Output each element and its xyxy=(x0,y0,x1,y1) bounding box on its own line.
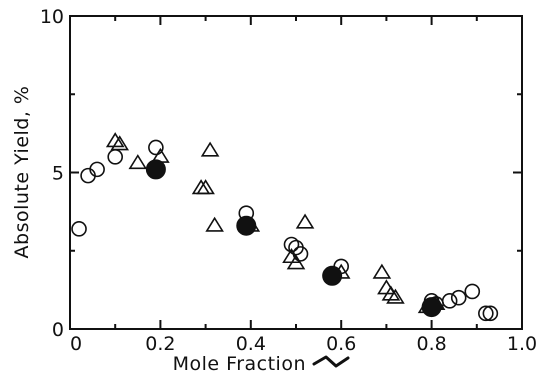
open-triangle-point xyxy=(196,179,215,195)
open-circle-point xyxy=(482,305,499,322)
open-circle-point xyxy=(450,289,467,306)
x-axis-title: Mole Fraction xyxy=(173,353,306,375)
open-circle-point xyxy=(89,161,105,178)
open-circle-point xyxy=(464,283,481,300)
x-tick-label: 0.6 xyxy=(326,333,356,355)
filled-circle-point xyxy=(322,265,343,286)
open-circle-point xyxy=(148,139,164,156)
tick-labels: 0 0.2 0.4 0.6 0.8 1.0 0 5 10 xyxy=(40,6,537,355)
open-circle-point xyxy=(71,221,87,237)
data-points xyxy=(71,132,499,322)
open-triangle-point xyxy=(386,288,405,304)
open-triangle-point xyxy=(105,132,125,148)
open-triangle-point xyxy=(200,141,220,157)
x-tick-label: 0.4 xyxy=(236,333,266,355)
open-circle-point xyxy=(107,149,123,165)
tilde-icon xyxy=(312,355,350,368)
y-tick-label: 5 xyxy=(52,163,64,185)
open-triangle-point xyxy=(128,154,148,170)
x-tick-label: 0.8 xyxy=(416,333,446,355)
filled-circle-point xyxy=(145,159,166,180)
open-circle-point xyxy=(283,236,300,253)
open-triangle-point xyxy=(286,254,306,270)
filled-circle-point xyxy=(421,297,442,318)
open-triangle-point xyxy=(372,263,392,279)
x-tick-label: 0 xyxy=(70,333,82,355)
open-triangle-point xyxy=(205,216,224,232)
y-tick-label: 10 xyxy=(40,6,64,28)
axis-ticks xyxy=(69,15,523,330)
x-tick-label: 0.2 xyxy=(145,333,175,355)
filled-circle-point xyxy=(236,215,257,236)
open-triangle-point xyxy=(381,285,401,301)
open-triangle-point xyxy=(295,213,315,229)
open-circle-point xyxy=(478,305,494,322)
open-triangle-point xyxy=(110,135,130,151)
x-tick-label: 1.0 xyxy=(507,333,537,355)
plot-frame xyxy=(69,15,523,330)
y-axis-title: Absolute Yield, % xyxy=(11,86,33,259)
open-circle-point xyxy=(441,293,458,309)
y-tick-label: 0 xyxy=(52,319,64,341)
